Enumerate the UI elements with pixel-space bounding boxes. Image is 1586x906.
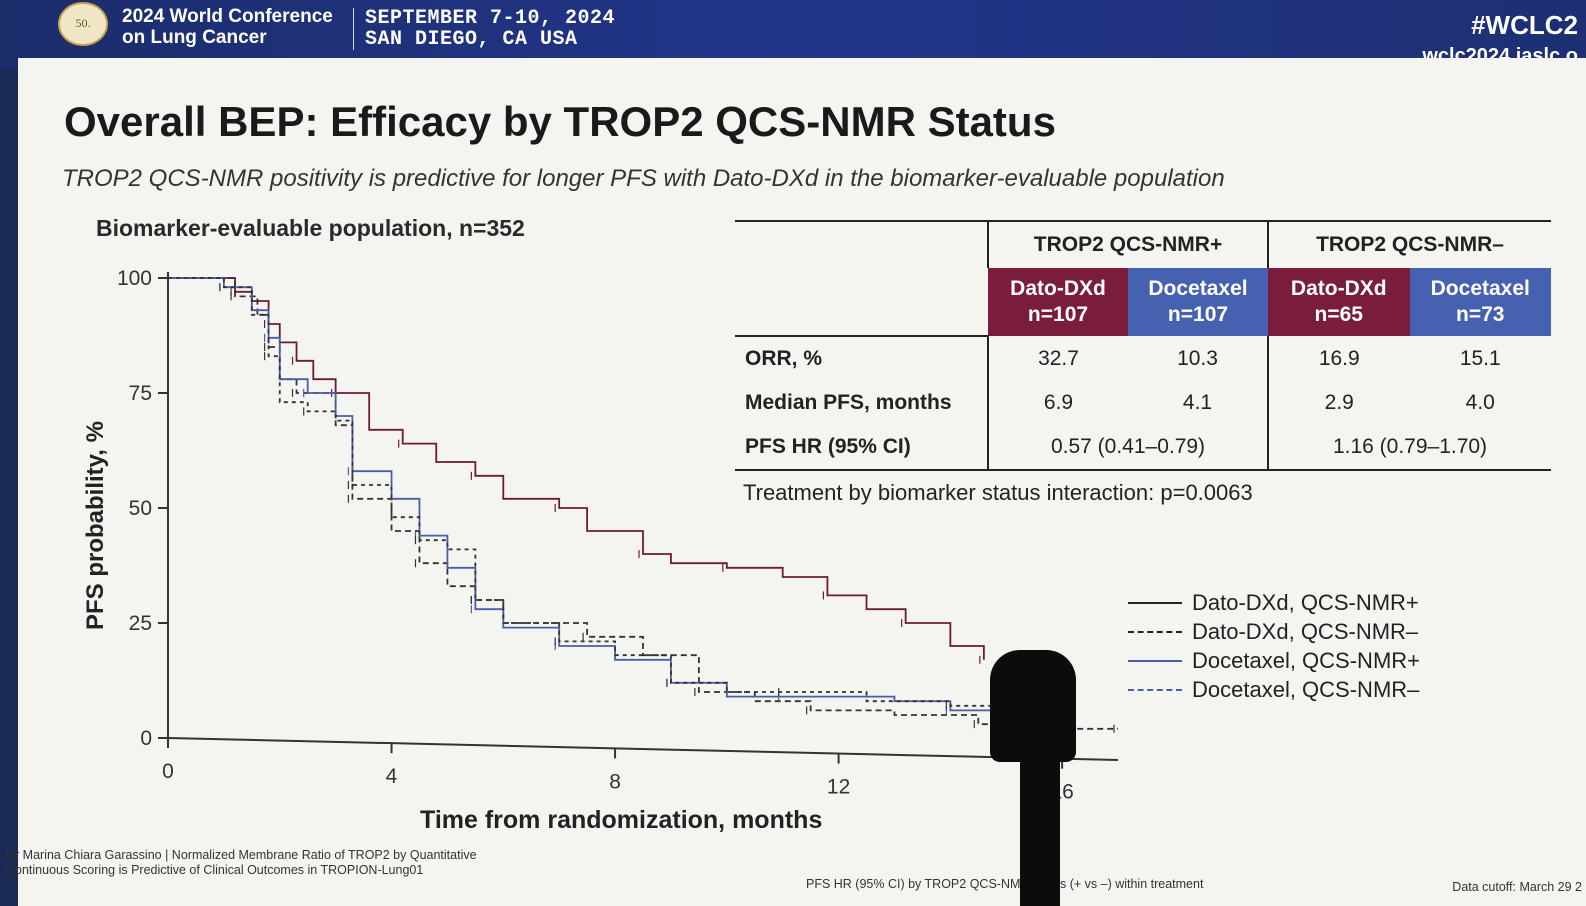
author-line-1: Dr Marina Chiara Garassino | Normalized … [6, 848, 477, 862]
slide-canvas [18, 58, 1586, 906]
y-tick-label: 0 [140, 727, 152, 750]
x-axis-title: Time from randomization, months [420, 806, 822, 834]
efficacy-table: TROP2 QCS-NMR+ TROP2 QCS-NMR– Dato-DXd n… [735, 220, 1551, 471]
conference-dates: SEPTEMBER 7-10, 2024 SAN DIEGO, CA USA [365, 8, 615, 50]
table-cell: 6.9 [987, 381, 1128, 425]
km-curve-4 [168, 277, 1008, 711]
footnote: PFS HR (95% CI) by TROP2 QCS-NMR status … [806, 877, 1204, 891]
arm-name: Docetaxel [1148, 277, 1248, 300]
population-label: Biomarker-evaluable population, n=352 [96, 215, 525, 241]
table-cell: 16.9 [1267, 336, 1410, 381]
table-cell: 4.1 [1182, 391, 1213, 414]
table-cell: 32.7 [987, 336, 1128, 381]
y-tick-label: 25 [129, 612, 152, 635]
legend-item: Docetaxel, QCS-NMR+ [1128, 646, 1420, 675]
table-row: Median PFS, months 6.9 4.1 2.9 4.0 [735, 381, 1551, 425]
row-label: PFS HR (95% CI) [735, 425, 988, 471]
table-group-header-row: TROP2 QCS-NMR+ TROP2 QCS-NMR– [735, 220, 1551, 268]
data-cutoff: Data cutoff: March 29 2 [1452, 880, 1582, 894]
conference-line-2: on Lung Cancer [122, 27, 267, 48]
legend-item: Dato-DXd, QCS-NMR+ [1128, 588, 1420, 617]
author-line-2: Continuous Scoring is Predictive of Clin… [6, 863, 424, 877]
y-tick-label: 50 [129, 497, 152, 520]
legend-label: Dato-DXd, QCS-NMR– [1192, 618, 1419, 644]
km-curve-3 [168, 277, 1008, 715]
legend-swatch [1128, 601, 1182, 604]
slide-title: Overall BEP: Efficacy by TROP2 QCS-NMR S… [64, 98, 1056, 145]
interaction-note: Treatment by biomarker status interactio… [743, 480, 1253, 505]
table-corner-cell [735, 220, 988, 268]
table-cell: 15.1 [1459, 346, 1501, 370]
legend-swatch [1128, 688, 1182, 691]
legend-label: Docetaxel, QCS-NMR– [1192, 676, 1420, 702]
table-cell: 4.0 [1465, 391, 1495, 414]
y-tick-label: 100 [117, 267, 152, 290]
chart-curves [168, 277, 1118, 733]
group-header-positive: TROP2 QCS-NMR+ [987, 220, 1268, 268]
legend-label: Dato-DXd, QCS-NMR+ [1192, 589, 1419, 615]
table-corner-cell-2 [735, 268, 988, 337]
legend-swatch [1128, 630, 1182, 633]
table-row: PFS HR (95% CI) 0.57 (0.41–0.79) 1.16 (0… [735, 425, 1551, 471]
dates-line-2: SAN DIEGO, CA USA [365, 28, 578, 51]
x-tick-label: 0 [162, 760, 174, 783]
x-tick-label: 4 [386, 765, 398, 788]
table-cell: 10.3 [1177, 346, 1218, 370]
author-citation: Dr Marina Chiara Garassino | Normalized … [6, 848, 477, 878]
table-cell: 2.9 [1267, 381, 1410, 425]
chart-legend: Dato-DXd, QCS-NMR+ Dato-DXd, QCS-NMR– Do… [1128, 588, 1420, 704]
iaslc-logo: 50. [58, 2, 108, 46]
slide-subtitle: TROP2 QCS-NMR positivity is predictive f… [62, 165, 1225, 192]
arm-header: Docetaxel n=107 [1128, 268, 1268, 336]
x-axis-line [167, 737, 1119, 761]
arm-n: n=73 [1456, 303, 1505, 326]
table-row: ORR, % 32.7 10.3 16.9 15.1 [735, 336, 1551, 381]
table-arm-header-row: Dato-DXd n=107 Docetaxel n=107 Dato-DXd … [735, 268, 1551, 337]
x-tick-label: 12 [827, 776, 850, 799]
km-curve-1 [168, 277, 985, 660]
row-label: Median PFS, months [745, 391, 952, 414]
table-cell: 0.57 (0.41–0.79) [987, 425, 1268, 471]
row-label: ORR, % [745, 347, 823, 370]
arm-n: n=107 [1027, 303, 1089, 326]
conference-line-1: 2024 World Conference [122, 6, 333, 27]
km-curve-2 [168, 277, 1118, 730]
arm-name: Dato-DXd [1010, 277, 1106, 300]
group-header-negative: TROP2 QCS-NMR– [1267, 220, 1551, 268]
x-tick-label: 8 [609, 770, 621, 793]
arm-n: n=107 [1167, 303, 1229, 326]
legend-item: Docetaxel, QCS-NMR– [1128, 675, 1420, 704]
legend-label: Docetaxel, QCS-NMR+ [1192, 647, 1421, 673]
banner-divider [353, 8, 354, 50]
arm-name: Dato-DXd [1290, 277, 1387, 300]
tripod-obstruction [1020, 760, 1060, 906]
legend-swatch [1128, 659, 1182, 662]
arm-header: Dato-DXd n=107 [988, 268, 1128, 336]
table-cell: 1.16 (0.79–1.70) [1267, 425, 1551, 471]
arm-header: Dato-DXd n=65 [1268, 268, 1410, 336]
arm-name: Docetaxel [1430, 277, 1530, 300]
legend-item: Dato-DXd, QCS-NMR– [1128, 617, 1420, 646]
camera-obstruction [990, 650, 1076, 762]
y-tick-label: 75 [129, 382, 152, 405]
chart-axes [167, 272, 1119, 761]
arm-header: Docetaxel n=73 [1409, 268, 1551, 336]
dates-line-1: SEPTEMBER 7-10, 2024 [365, 7, 616, 30]
y-axis-title: PFS probability, % [82, 421, 109, 630]
hashtag: #WCLC2 [1471, 10, 1578, 40]
conference-name: 2024 World Conference on Lung Cancer [122, 6, 333, 48]
arm-n: n=65 [1314, 303, 1363, 326]
